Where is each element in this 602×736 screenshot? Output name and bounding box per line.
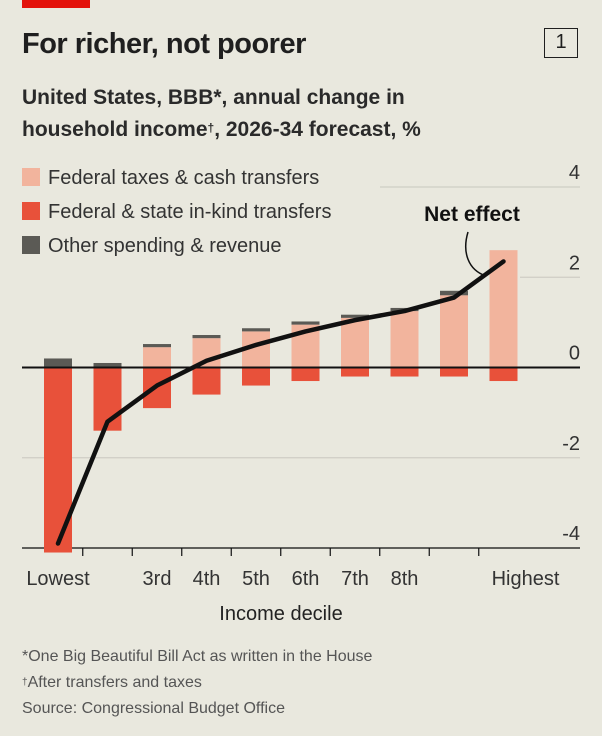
bar-taxes-transfers [440,295,468,368]
footnote-dagger-text: After transfers and taxes [27,674,202,691]
bar-taxes-transfers [143,347,171,368]
bar-inkind-transfers [291,367,320,382]
legend-swatch [22,168,40,186]
bar-inkind-transfers [489,367,518,382]
chart-title: For richer, not poorer [22,28,306,60]
bar-other [143,344,171,348]
bar-inkind-transfers [341,367,369,377]
net-effect-line [55,259,506,546]
bar-other [341,314,369,318]
net-effect-leader [465,231,487,277]
bar-inkind-transfers [242,367,270,386]
x-axis-title: Income decile [219,603,342,625]
footnote-transfers: †After transfers and taxes [22,670,372,696]
legend-label: Other spending & revenue [48,235,282,257]
x-tick-label: 7th [341,568,369,590]
legend-swatch [22,236,40,254]
bar-other [93,362,122,368]
bar-inkind-transfers [192,367,221,395]
subtitle-part-a: household income [22,118,208,141]
footnotes: *One Big Beautiful Bill Act as written i… [22,644,372,722]
y-tick-label: 0 [569,343,580,365]
x-tick-label: 3rd [143,568,172,590]
bar-other [44,358,72,368]
bar-other [242,328,270,332]
y-tick-label: 4 [569,162,580,184]
x-tick-label: Lowest [26,568,90,590]
chart-subtitle: United States, BBB*, annual change in ho… [22,82,542,146]
bar-other [440,290,468,296]
bar-taxes-transfers [390,311,419,368]
net-effect-label: Net effect [424,203,520,226]
footnote-bill: *One Big Beautiful Bill Act as written i… [22,648,373,665]
y-tick-label: 2 [569,252,580,274]
source-note: Source: Congressional Budget Office [22,700,285,717]
x-tick-label: Highest [492,568,560,590]
subtitle-part-b: , 2026-34 forecast, % [214,118,421,141]
chart-number-badge: 1 [544,28,578,58]
bar-inkind-transfers [440,367,468,377]
subtitle-dagger: † [207,121,215,135]
x-tick-label: 4th [193,568,221,590]
legend-label: Federal taxes & cash transfers [48,167,319,189]
bar-other [192,335,221,339]
subtitle-line-2: household income†, 2026-34 forecast, % [22,114,542,146]
subtitle-line-1: United States, BBB*, annual change in [22,86,405,109]
x-tick-label: 5th [242,568,270,590]
brand-tag [22,0,90,8]
y-tick-label: -4 [562,523,580,545]
legend-swatch [22,202,40,220]
footnote-dagger: † [22,677,28,688]
bar-other [291,321,320,325]
bar-inkind-transfers [390,367,419,377]
x-tick-label: 8th [391,568,419,590]
x-tick-label: 6th [292,568,320,590]
y-tick-label: -2 [562,433,580,455]
bar-taxes-transfers [341,317,369,368]
legend-label: Federal & state in-kind transfers [48,201,331,223]
